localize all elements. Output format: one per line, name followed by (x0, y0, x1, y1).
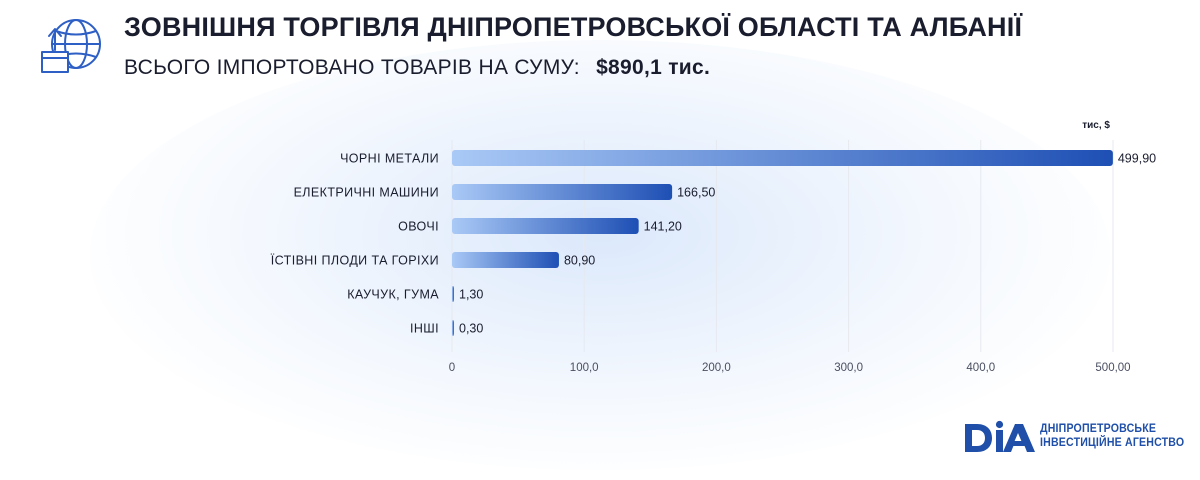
bar (452, 252, 559, 268)
page-subtitle: ВСЬОГО ІМПОРТОВАНО ТОВАРІВ НА СУМУ: $890… (124, 56, 710, 80)
x-tick-label: 300,0 (834, 362, 863, 374)
category-label: ЕЛЕКТРИЧНІ МАШИНИ (294, 186, 439, 200)
subtitle-prefix: ВСЬОГО ІМПОРТОВАНО ТОВАРІВ НА СУМУ: (124, 56, 580, 79)
bar (452, 218, 639, 234)
x-tick-label: 0 (449, 362, 455, 374)
x-tick-label: 200,0 (702, 362, 731, 374)
category-label: ЧОРНІ МЕТАЛИ (340, 152, 439, 166)
logo-line2: ІНВЕСТИЦІЙНЕ АГЕНСТВО (1040, 437, 1185, 449)
x-tick-label: 400,0 (966, 362, 995, 374)
page-title: ЗОВНІШНЯ ТОРГІВЛЯ ДНІПРОПЕТРОВСЬКОЇ ОБЛА… (124, 12, 1023, 42)
background-glow (90, 40, 1110, 470)
value-label: 166,50 (677, 186, 715, 200)
category-label: ЇСТІВНІ ПЛОДИ ТА ГОРІХИ (271, 254, 439, 268)
bar (452, 286, 454, 302)
value-label: 1,30 (459, 288, 483, 302)
category-label: ІНШІ (410, 322, 439, 336)
category-label: ОВОЧІ (398, 220, 439, 234)
x-tick-label: 100,0 (570, 362, 599, 374)
globe-box-import-icon (41, 19, 101, 73)
logo-line1: ДНІПРОПЕТРОВСЬКЕ (1040, 423, 1157, 435)
bar (452, 150, 1113, 166)
bar (452, 184, 673, 200)
subtitle-total: $890,1 тис. (596, 56, 711, 79)
logo-text: ДНІПРОПЕТРОВСЬКЕ ІНВЕСТИЦІЙНЕ АГЕНСТВО (1040, 422, 1184, 450)
x-tick-label: 500,00 (1095, 362, 1130, 374)
category-label: КАУЧУК, ГУМА (347, 288, 439, 302)
value-label: 141,20 (644, 220, 682, 234)
unit-label: тис, $ (1082, 120, 1110, 131)
value-label: 80,90 (564, 254, 595, 268)
dia-logo (965, 420, 1035, 452)
value-label: 499,90 (1118, 152, 1156, 166)
bar (452, 320, 454, 336)
value-label: 0,30 (459, 322, 483, 336)
